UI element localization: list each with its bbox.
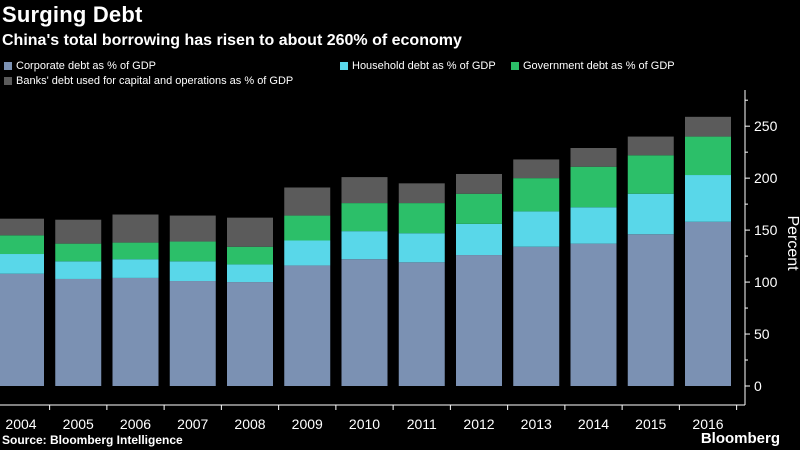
legend-label-corporate: Corporate debt as % of GDP: [16, 60, 157, 72]
legend-item-household: Household debt as % of GDP: [340, 60, 496, 72]
bar-segment-banks-2004: [0, 218, 44, 236]
bar-segment-corporate-2016: [685, 221, 731, 386]
bar-segment-corporate-2008: [227, 282, 273, 386]
bar-segment-banks-2012: [456, 173, 502, 194]
x-tick-label-2008: 2008: [234, 416, 265, 432]
bar-segment-household-2008: [227, 264, 273, 283]
bar-segment-household-2010: [341, 231, 388, 260]
bar-segment-corporate-2007: [169, 281, 216, 386]
bar-segment-government-2016: [685, 136, 731, 176]
bar-segment-corporate-2011: [398, 262, 445, 386]
bar-segment-government-2008: [227, 246, 273, 265]
legend-swatch-household: [340, 62, 348, 70]
source-note: Source: Bloomberg Intelligence: [2, 433, 183, 447]
y-tick-label-250: 250: [754, 118, 778, 134]
bar-segment-household-2006: [112, 259, 159, 278]
bar-segment-corporate-2004: [0, 273, 44, 386]
bar-segment-household-2014: [570, 207, 617, 244]
bar-segment-banks-2008: [227, 217, 273, 247]
bar-segment-household-2016: [685, 175, 731, 222]
y-tick-label-100: 100: [754, 274, 778, 290]
bar-segment-corporate-2006: [112, 277, 159, 386]
legend-label-banks: Banks' debt used for capital and operati…: [16, 75, 294, 87]
bar-segment-banks-2006: [112, 214, 159, 243]
x-tick-label-2011: 2011: [407, 416, 437, 432]
bar-segment-banks-2009: [284, 187, 331, 216]
bar-segment-corporate-2010: [341, 259, 388, 386]
y-tick-label-50: 50: [754, 326, 770, 342]
legend-swatch-government: [511, 62, 519, 70]
bar-segment-government-2006: [112, 242, 159, 260]
x-tick-label-2004: 2004: [5, 416, 36, 432]
bar-segment-banks-2015: [627, 136, 674, 156]
bar-segment-household-2007: [169, 261, 216, 282]
bar-segment-corporate-2015: [627, 234, 674, 386]
x-tick-label-2006: 2006: [120, 416, 151, 432]
brand-logo: Bloomberg: [700, 430, 780, 447]
bar-segment-banks-2014: [570, 148, 617, 167]
legend-item-banks: Banks' debt used for capital and operati…: [4, 75, 293, 87]
bar-segment-banks-2011: [398, 183, 445, 204]
bar-segment-household-2009: [284, 240, 331, 266]
y-tick-label-200: 200: [754, 170, 778, 186]
bar-segment-government-2015: [627, 155, 674, 194]
legend-label-government: Government debt as % of GDP: [523, 60, 675, 72]
bar-segment-corporate-2005: [55, 278, 102, 386]
x-tick-label-2015: 2015: [635, 416, 666, 432]
chart-legend: Corporate debt as % of GDP Household deb…: [0, 58, 800, 90]
legend-swatch-corporate: [4, 62, 12, 70]
bar-segment-government-2005: [55, 243, 102, 262]
bar-segment-corporate-2009: [284, 265, 331, 386]
y-axis-title: Percent: [784, 215, 800, 271]
x-tick-label-2007: 2007: [177, 416, 208, 432]
bar-segment-government-2013: [513, 178, 560, 212]
bar-segment-government-2007: [169, 241, 216, 262]
x-tick-label-2016: 2016: [692, 416, 723, 432]
bar-segment-banks-2007: [169, 215, 216, 242]
x-tick-label-2005: 2005: [63, 416, 94, 432]
bar-segment-government-2012: [456, 193, 502, 224]
legend-swatch-banks: [4, 77, 12, 85]
bar-segment-household-2012: [456, 223, 502, 256]
y-tick-label-150: 150: [754, 222, 778, 238]
bar-segment-corporate-2014: [570, 243, 617, 386]
y-tick-label-0: 0: [754, 378, 762, 394]
bar-segment-household-2011: [398, 233, 445, 263]
bar-segment-government-2010: [341, 203, 388, 232]
bar-segment-banks-2010: [341, 177, 388, 204]
bar-segment-household-2013: [513, 211, 560, 247]
bar-segment-government-2004: [0, 235, 44, 255]
bar-segment-banks-2005: [55, 219, 102, 244]
x-tick-label-2014: 2014: [578, 416, 609, 432]
x-tick-label-2010: 2010: [349, 416, 380, 432]
bar-segment-banks-2013: [513, 159, 560, 179]
bar-segment-corporate-2012: [456, 255, 502, 386]
bar-segment-banks-2016: [685, 116, 731, 137]
bar-segment-household-2004: [0, 254, 44, 274]
chart-title: Surging Debt: [2, 2, 143, 27]
bar-segment-corporate-2013: [513, 246, 560, 386]
x-tick-label-2013: 2013: [521, 416, 552, 432]
chart-subtitle: China's total borrowing has risen to abo…: [2, 32, 462, 49]
legend-item-corporate: Corporate debt as % of GDP: [4, 60, 156, 72]
bar-segment-household-2015: [627, 193, 674, 235]
legend-item-government: Government debt as % of GDP: [511, 60, 675, 72]
bar-segment-government-2009: [284, 215, 331, 241]
bar-segment-government-2014: [570, 166, 617, 208]
bar-segment-household-2005: [55, 261, 102, 279]
x-tick-label-2012: 2012: [463, 416, 494, 432]
bar-segment-government-2011: [398, 203, 445, 234]
x-tick-label-2009: 2009: [292, 416, 323, 432]
legend-label-household: Household debt as % of GDP: [352, 60, 496, 72]
